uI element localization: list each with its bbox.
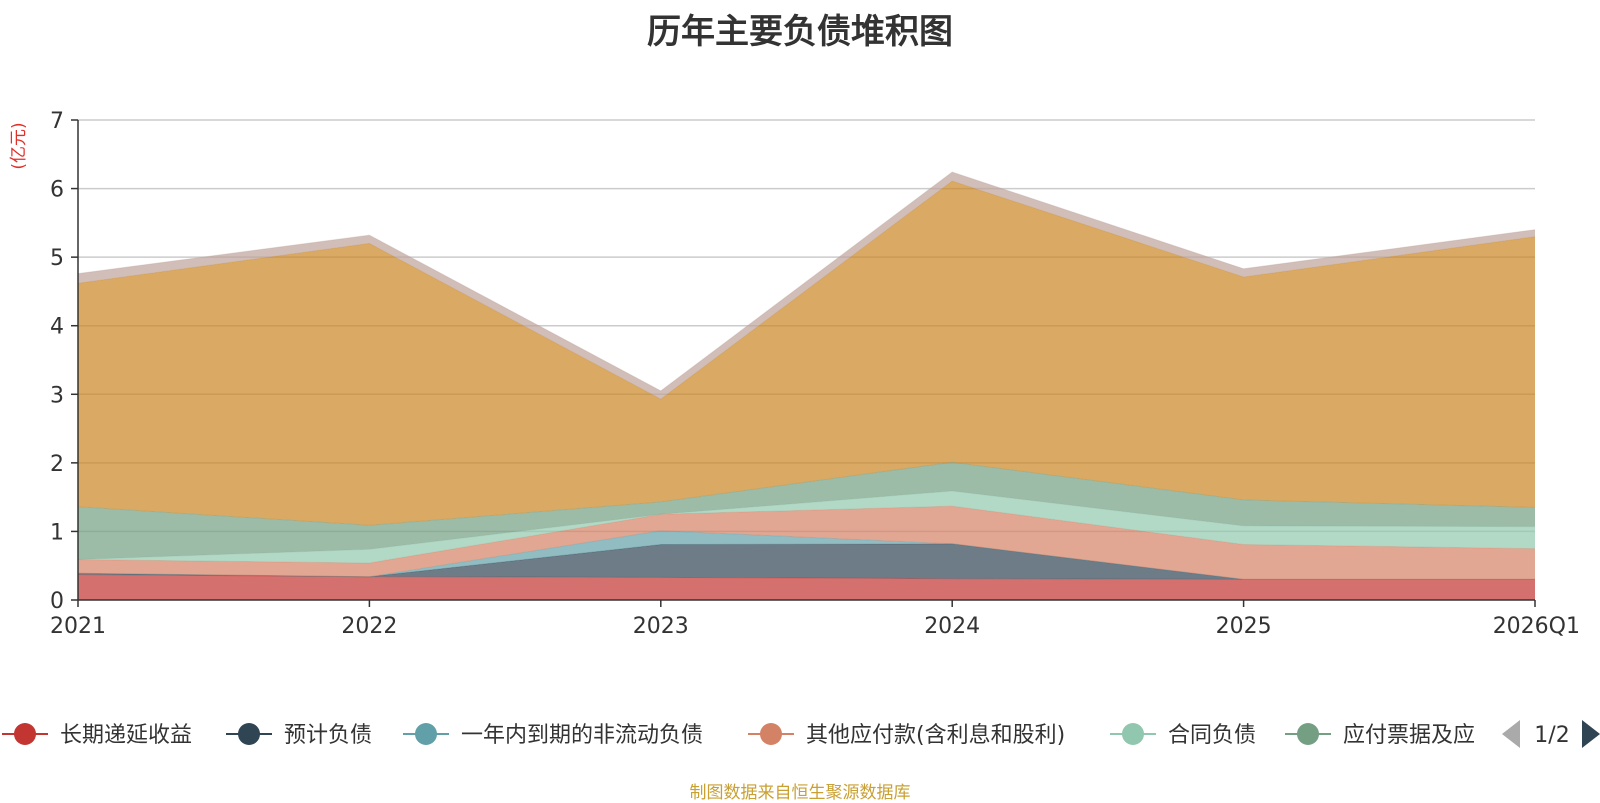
legend-label: 其他应付款(含利息和股利)	[806, 723, 1065, 748]
y-tick-label: 1	[50, 520, 64, 545]
legend-item-5[interactable]: 合同负债	[1110, 723, 1256, 748]
axis-layer: 0 1 2 3 4 5 6 7 2021 2022 2023 2024 2025 2026Q1 (亿元)	[9, 109, 1580, 639]
area-series-5	[78, 491, 1535, 563]
series-line-8	[77, 171, 1536, 392]
x-tick-label: 2023	[633, 614, 689, 639]
legend-item-2[interactable]: 预计负债	[226, 723, 372, 748]
area-series-1	[78, 574, 1535, 600]
x-tick-label: 2024	[924, 614, 980, 639]
area-layer	[77, 171, 1536, 600]
legend-circle-marker	[1297, 723, 1319, 745]
legend-item-1[interactable]: 长期递延收益	[2, 723, 192, 748]
legend-page-indicator: 1/2	[1534, 723, 1569, 748]
legend-item-6[interactable]: 应付票据及应	[1285, 723, 1475, 748]
legend-item-3[interactable]: 一年内到期的非流动负债	[403, 723, 703, 748]
legend-circle-marker	[14, 723, 36, 745]
legend-label: 预计负债	[284, 723, 372, 748]
source-footnote: 制图数据来自恒生聚源数据库	[689, 783, 911, 803]
area-series-2	[78, 543, 1535, 580]
area-series-8	[78, 172, 1535, 400]
x-tick-label: 2021	[50, 614, 106, 639]
area-series-4	[78, 506, 1535, 580]
legend-label: 应付票据及应	[1343, 723, 1475, 748]
x-tick-label: 2026Q1	[1493, 614, 1580, 639]
legend-item-4[interactable]: 其他应付款(含利息和股利)	[748, 723, 1065, 748]
legend-label: 一年内到期的非流动负债	[461, 723, 703, 748]
legend: 长期递延收益 预计负债 一年内到期的非流动负债 其他应付款(含利息和股利) 合同负债 应付…	[2, 720, 1600, 748]
y-axis-unit-label: (亿元)	[9, 122, 29, 169]
y-tick-label: 5	[50, 246, 64, 271]
x-tick-label: 2022	[341, 614, 397, 639]
legend-circle-marker	[760, 723, 782, 745]
legend-label: 合同负债	[1168, 723, 1256, 748]
y-tick-label: 7	[50, 109, 64, 134]
legend-circle-marker	[415, 723, 437, 745]
legend-prev-page-icon[interactable]	[1502, 720, 1520, 748]
area-series-7	[78, 181, 1535, 526]
chart-title: 历年主要负债堆积图	[647, 12, 953, 52]
legend-circle-marker	[1122, 723, 1144, 745]
area-series-3	[78, 530, 1535, 580]
y-tick-label: 0	[50, 589, 64, 614]
y-tick-label: 4	[50, 315, 64, 340]
legend-label: 长期递延收益	[60, 723, 192, 748]
y-tick-label: 6	[50, 178, 64, 203]
y-tick-label: 2	[50, 452, 64, 477]
legend-circle-marker	[238, 723, 260, 745]
legend-next-page-icon[interactable]	[1582, 720, 1600, 748]
x-tick-label: 2025	[1216, 614, 1272, 639]
series-line-4	[77, 505, 1536, 564]
y-tick-label: 3	[50, 383, 64, 408]
area-series-6	[78, 462, 1535, 560]
